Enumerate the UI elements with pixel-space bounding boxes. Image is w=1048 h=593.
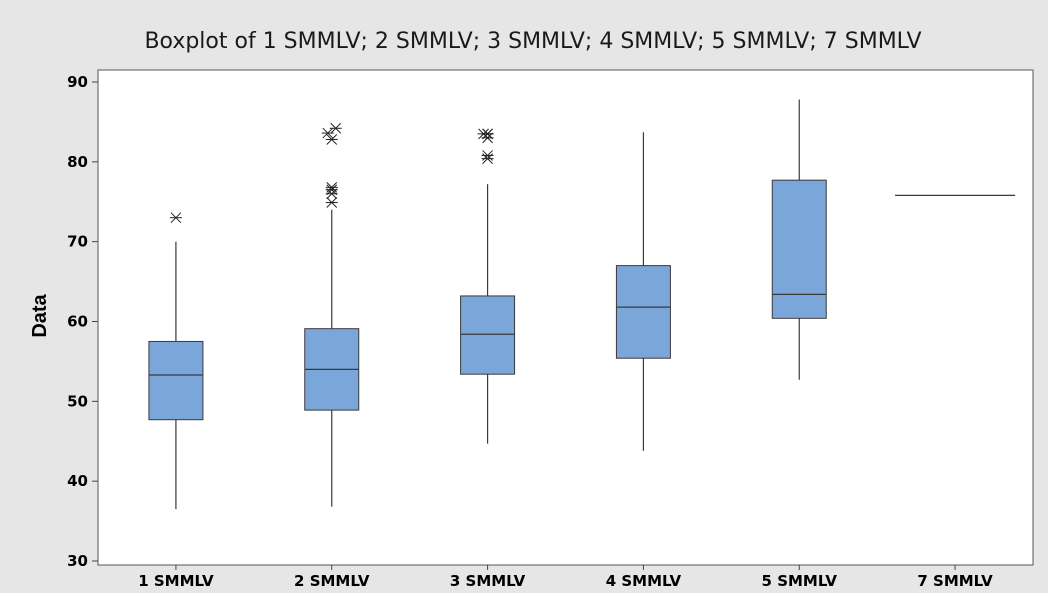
- outlier-point: [325, 134, 338, 145]
- x-tick-label: 7 SMMLV: [917, 572, 993, 590]
- y-tick-label: 70: [67, 233, 88, 251]
- x-tick-label: 3 SMMLV: [450, 572, 526, 590]
- x-tick-label: 1 SMMLV: [138, 572, 214, 590]
- y-tick-label: 30: [67, 552, 88, 570]
- plot-area: [97, 69, 1034, 566]
- y-tick-label: 90: [67, 73, 88, 91]
- box-group: [460, 128, 516, 444]
- outlier-point: [477, 128, 490, 140]
- y-tick-label: 40: [67, 472, 88, 490]
- x-axis: 1 SMMLV 2 SMMLV 3 SMMLV 4 SMMLV 5 SMMLV 7 SMM…: [138, 565, 993, 590]
- box-group: [615, 132, 671, 451]
- iqr-box: [771, 179, 827, 319]
- outlier-point: [325, 184, 338, 196]
- y-tick-label: 80: [67, 153, 88, 171]
- outlier-point: [325, 182, 338, 193]
- box-group: [771, 99, 827, 380]
- outlier-point: [329, 122, 342, 134]
- outlier-point: [169, 212, 182, 224]
- outlier-point: [321, 127, 334, 139]
- y-tick-label: 60: [67, 312, 88, 330]
- iqr-box: [460, 295, 516, 375]
- x-tick-label: 4 SMMLV: [606, 572, 682, 590]
- y-axis-label: Data: [29, 293, 51, 337]
- y-tick-label: 50: [67, 392, 88, 410]
- iqr-box: [148, 340, 204, 421]
- box-group: [304, 122, 360, 507]
- iqr-box: [615, 265, 671, 359]
- chart-title: Boxplot of 1 SMMLV; 2 SMMLV; 3 SMMLV; 4 …: [144, 29, 921, 54]
- outlier-point: [481, 150, 494, 161]
- outlier-point: [325, 197, 338, 208]
- x-tick-label: 2 SMMLV: [294, 572, 370, 590]
- x-tick-label: 5 SMMLV: [762, 572, 838, 590]
- box-group: [148, 212, 204, 510]
- box-series: [148, 99, 1016, 510]
- y-axis: 30 40 50 60 70 80 90: [67, 73, 98, 570]
